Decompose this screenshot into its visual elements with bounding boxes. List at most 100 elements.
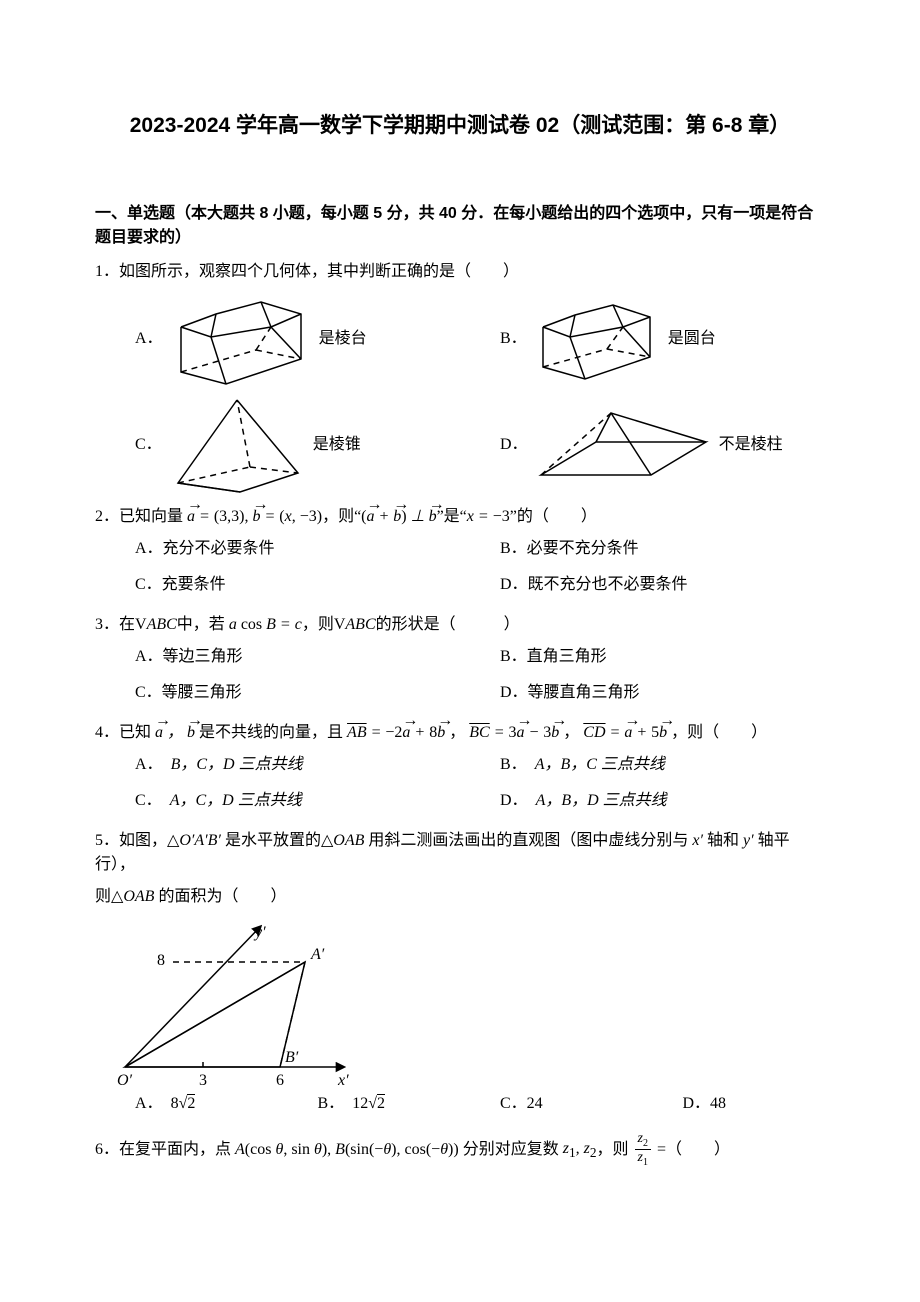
q3-prefix: 3．在 [95, 616, 135, 633]
q3-mid2: ，则 [302, 616, 334, 633]
q1-stem: 1．如图所示，观察四个几何体，其中判断正确的是（ ） [95, 260, 825, 284]
q3-eq: a cos B = c [229, 616, 302, 633]
q5-l2-suffix: 的面积为（ ） [154, 888, 286, 905]
q2-b-eq: →b = (x, −3) [252, 508, 322, 525]
q3-tri1: VABC [135, 616, 177, 633]
q5-tri1: △O′A′B′ [167, 832, 221, 849]
q4-suffix: ，则（ ） [671, 724, 767, 741]
q5-line2: 则△OAB 的面积为（ ） [95, 885, 825, 909]
q1-A-caption: 是棱台 [319, 327, 367, 351]
q1-row1: A． 是棱台 B． [95, 292, 825, 387]
q4-option-A: A． B，C，D 三点共线 [95, 753, 460, 777]
q1-fig-A [171, 292, 311, 387]
page-title: 2023-2024 学年高一数学下学期期中测试卷 02（测试范围：第 6-8 章… [95, 110, 825, 142]
q4-mid1: 是不共线的向量，且 [199, 724, 343, 741]
q5-option-D: D．48 [643, 1092, 826, 1116]
q5-tri3: △OAB [111, 888, 154, 905]
q2-cond: (→a + →b) ⊥ →b [361, 508, 436, 525]
q1-fig-C [170, 395, 305, 495]
q5-mid1: 是水平放置的 [221, 832, 321, 849]
fig-A-label: A′ [310, 946, 325, 963]
q1-fig-D [536, 407, 711, 482]
q5-option-B: B．12√2 [278, 1092, 461, 1116]
q2-options-row1: A．充分不必要条件 B．必要不充分条件 [95, 537, 825, 567]
q3-option-B: B．直角三角形 [460, 645, 825, 669]
q2-xeq: x = −3 [467, 508, 510, 525]
opt-prefix: B． [500, 753, 527, 777]
q5-yax: y′ [743, 832, 754, 849]
fig-tick-3: 3 [199, 1072, 207, 1089]
opt-body: A，B，C 三点共线 [535, 753, 665, 777]
q1-option-C: C． 是棱锥 [95, 395, 460, 495]
q5-line1: 5．如图，△O′A′B′ 是水平放置的△OAB 用斜二测画法画出的直观图（图中虚… [95, 829, 825, 877]
q3-options-row2: C．等腰三角形 D．等腰直角三角形 [95, 681, 825, 711]
q1-D-caption: 不是棱柱 [719, 433, 783, 457]
option-label: A． [135, 327, 163, 351]
fig-B-label: B′ [285, 1049, 299, 1066]
q5-l1-prefix: 5．如图， [95, 832, 167, 849]
q5-figure: O′ A′ B′ x′ y′ 3 6 8 [95, 917, 825, 1092]
q6-mid: 分别对应复数 [459, 1140, 563, 1157]
opt-label: A． [135, 1092, 163, 1116]
q1-B-caption: 是圆台 [668, 327, 716, 351]
q4-prefix: 4．已知 [95, 724, 151, 741]
fig-O-label: O′ [117, 1072, 133, 1089]
q3-tri2: VABC [334, 616, 376, 633]
q3-option-C: C．等腰三角形 [95, 681, 460, 705]
q5-option-C: C．24 [460, 1092, 643, 1116]
opt-prefix: D． [500, 789, 528, 813]
opt-body: A，C，D 三点共线 [170, 789, 302, 813]
fig-tick-6: 6 [276, 1072, 284, 1089]
q1-row2: C． 是棱锥 D． [95, 395, 825, 495]
q3-options-row1: A．等边三角形 B．直角三角形 [95, 645, 825, 675]
q5-tri2: △OAB [321, 832, 364, 849]
q3-suffix: 的形状是（ ） [376, 616, 520, 633]
q4-option-B: B． A，B，C 三点共线 [460, 753, 825, 777]
fig-x-label: x′ [337, 1072, 349, 1089]
q6-stem: 6．在复平面内，点 A(cos θ, sin θ), B(sin(−θ), co… [95, 1132, 825, 1169]
q4-options-row2: C． A，C，D 三点共线 D．A，B，D 三点共线 [95, 789, 825, 819]
q5-mid2: 用斜二测画法画出的直观图（图中虚线分别与 [364, 832, 692, 849]
q1-C-caption: 是棱锥 [313, 433, 361, 457]
q6-prefix: 6．在复平面内，点 [95, 1140, 235, 1157]
q2-option-B: B．必要不充分条件 [460, 537, 825, 561]
opt-body: B，C，D 三点共线 [171, 753, 303, 777]
q2-suffix: ”的（ ） [510, 508, 597, 525]
q5-mid3: 轴和 [703, 832, 743, 849]
q3-option-D: D．等腰直角三角形 [460, 681, 825, 705]
q4-option-D: D．A，B，D 三点共线 [460, 789, 825, 813]
q6-suffix: =（ ） [653, 1140, 730, 1157]
fig-tick-8: 8 [157, 952, 165, 969]
q2-options-row2: C．充要条件 D．既不充分也不必要条件 [95, 573, 825, 603]
q5-xax: x′ [692, 832, 703, 849]
opt-prefix: A． [135, 753, 163, 777]
q5-option-A: A．8√2 [95, 1092, 278, 1116]
q2-option-D: D．既不充分也不必要条件 [460, 573, 825, 597]
q3-stem: 3．在VABC中，若 a cos B = c，则VABC的形状是（ ） [95, 613, 825, 637]
q4-options-row1: A． B，C，D 三点共线 B． A，B，C 三点共线 [95, 753, 825, 783]
q4-BC: BC = 3→a − 3→b [469, 724, 559, 741]
q2-prefix: 2．已知向量 [95, 508, 183, 525]
opt-val: 12√2 [352, 1092, 385, 1116]
q2-mid1: ，则“ [322, 508, 361, 525]
opt-prefix: C． [135, 789, 162, 813]
q2-stem: 2．已知向量 →a = (3,3), →b = (x, −3)，则“(→a + … [95, 505, 825, 529]
q5-l2-prefix: 则 [95, 888, 111, 905]
q4-stem: 4．已知 →a ， →b 是不共线的向量，且 AB = −2→a + 8→b ，… [95, 721, 825, 745]
q3-mid1: 中，若 [177, 616, 225, 633]
q4-option-C: C． A，C，D 三点共线 [95, 789, 460, 813]
q3-option-A: A．等边三角形 [95, 645, 460, 669]
q1-fig-B [535, 297, 660, 382]
q5-options: A．8√2 B．12√2 C．24 D．48 [95, 1092, 825, 1122]
fig-y-label: y′ [253, 924, 266, 941]
q6-pts: A(cos θ, sin θ), B(sin(−θ), cos(−θ)) [235, 1140, 459, 1157]
q4-AB: AB = −2→a + 8→b [347, 724, 445, 741]
q2-option-A: A．充分不必要条件 [95, 537, 460, 561]
q6-frac: z2z1 [635, 1132, 651, 1169]
q6-zs: z1, z2 [563, 1140, 597, 1157]
option-label: B． [500, 327, 527, 351]
q4-ab: →a ， →b [155, 724, 195, 741]
q1-option-B: B． 是圆台 [460, 297, 825, 382]
q2-a-eq: →a = (3,3), [187, 508, 248, 525]
option-label: D． [500, 433, 528, 457]
